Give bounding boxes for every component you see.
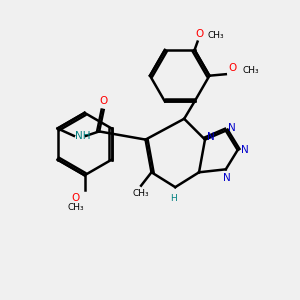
Text: CH₃: CH₃ — [208, 31, 225, 40]
Text: CH₃: CH₃ — [68, 202, 84, 211]
Text: N: N — [241, 145, 249, 155]
Text: N: N — [224, 173, 231, 183]
Text: O: O — [228, 63, 236, 73]
Text: O: O — [72, 193, 80, 203]
Text: CH₃: CH₃ — [133, 189, 149, 198]
Text: N: N — [207, 132, 215, 142]
Text: H: H — [170, 194, 177, 203]
Text: NH: NH — [75, 131, 91, 141]
Text: O: O — [100, 97, 108, 106]
Text: CH₃: CH₃ — [242, 66, 259, 75]
Text: N: N — [228, 123, 236, 133]
Text: O: O — [195, 29, 203, 39]
